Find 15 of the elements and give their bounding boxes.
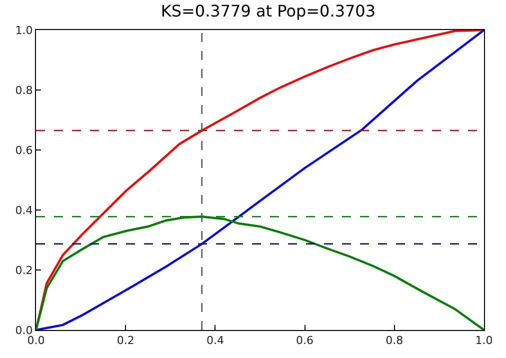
y-tick-label: 0.8 bbox=[15, 84, 33, 97]
x-tick-label: 0.0 bbox=[27, 334, 45, 348]
y-tick-label: 0.6 bbox=[15, 144, 33, 157]
x-tick-label: 0.2 bbox=[116, 334, 134, 348]
x-tick-label: 1.0 bbox=[475, 334, 493, 348]
x-tick-label: 0.4 bbox=[206, 334, 224, 348]
x-tick-label: 0.8 bbox=[386, 334, 404, 348]
y-tick-label: 0.4 bbox=[15, 204, 33, 217]
chart-title: KS=0.3779 at Pop=0.3703 bbox=[160, 2, 376, 21]
y-tick-label: 0.2 bbox=[15, 264, 33, 277]
x-tick-label: 0.6 bbox=[296, 334, 314, 348]
y-tick-label: 0.0 bbox=[15, 324, 33, 337]
y-tick-label: 1.0 bbox=[15, 24, 33, 37]
line-series bbox=[36, 30, 484, 330]
line-series bbox=[36, 216, 484, 330]
